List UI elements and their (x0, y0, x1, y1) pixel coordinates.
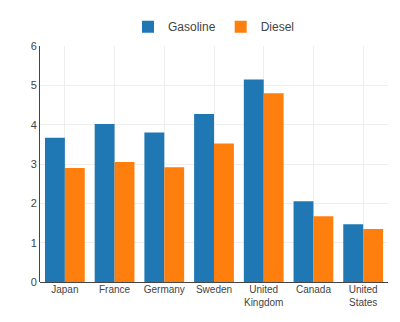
svg-text:2: 2 (31, 197, 37, 209)
svg-text:Japan: Japan (51, 284, 78, 295)
svg-text:5: 5 (31, 79, 37, 91)
svg-text:UnitedKingdom: UnitedKingdom (244, 284, 283, 308)
svg-text:UnitedStates: UnitedStates (349, 284, 378, 308)
svg-text:0: 0 (31, 276, 37, 288)
svg-text:4: 4 (31, 119, 37, 131)
svg-text:Gasoline: Gasoline (168, 20, 216, 34)
svg-text:6: 6 (31, 40, 37, 52)
svg-text:Germany: Germany (144, 284, 185, 295)
svg-text:Diesel: Diesel (261, 20, 294, 34)
svg-text:France: France (99, 284, 131, 295)
svg-text:Canada: Canada (296, 284, 331, 295)
svg-text:1: 1 (31, 237, 37, 249)
svg-text:3: 3 (31, 158, 37, 170)
svg-text:Sweden: Sweden (196, 284, 232, 295)
